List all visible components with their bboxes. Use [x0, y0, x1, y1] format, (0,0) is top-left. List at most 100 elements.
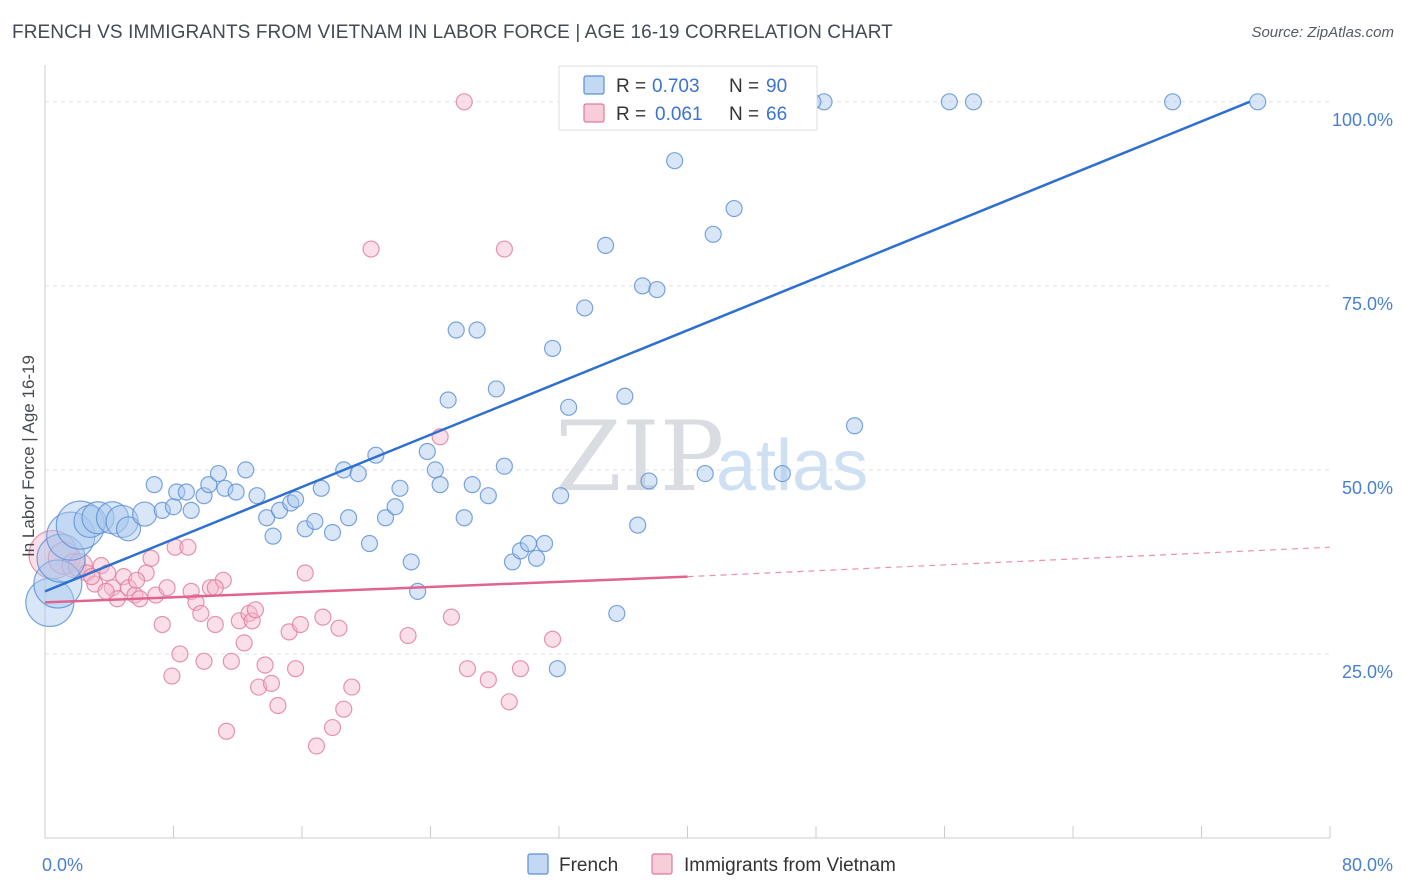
- french-point: [548, 660, 566, 678]
- french-point: [258, 509, 276, 527]
- french-point: [209, 464, 228, 483]
- vietnam-point: [543, 630, 562, 648]
- french-point: [339, 509, 358, 527]
- french-point: [323, 523, 342, 542]
- french-point: [264, 527, 282, 545]
- french-point: [248, 487, 266, 505]
- french-point: [519, 534, 538, 553]
- french-point: [349, 464, 367, 483]
- french-point: [479, 487, 497, 505]
- french-point: [145, 476, 163, 494]
- trend-lines: [44, 100, 1331, 604]
- vietnam-points: [28, 93, 562, 755]
- french-point: [216, 479, 234, 497]
- source-credit: Source: ZipAtlas.com: [1251, 24, 1394, 41]
- french-point: [286, 490, 305, 508]
- french-point: [616, 387, 634, 405]
- watermark-zip: ZIP: [555, 401, 724, 513]
- french-point: [426, 461, 444, 479]
- vietnam-point: [442, 608, 460, 626]
- french-points: [25, 93, 1267, 678]
- french-point: [237, 461, 255, 479]
- legend-r-value-french: 0.703: [652, 76, 700, 97]
- french-point: [168, 483, 186, 501]
- y-tick-label: 75.0%: [1342, 294, 1393, 314]
- french-point: [131, 501, 158, 527]
- vietnam-point: [115, 568, 133, 586]
- tick-labels: 25.0% 50.0% 75.0% 100.0% 0.0% 80.0%: [42, 110, 1393, 875]
- french-point: [487, 380, 505, 398]
- x-tick-label-max: 80.0%: [1342, 855, 1393, 875]
- vietnam-point: [246, 601, 265, 619]
- chart-title: FRENCH VS IMMIGRANTS FROM VIETNAM IN LAB…: [12, 22, 893, 43]
- legend-r-value-vietnam: 0.061: [655, 104, 703, 125]
- french-point: [964, 93, 983, 111]
- french-point: [527, 549, 546, 567]
- french-point: [696, 464, 714, 483]
- french-point: [402, 553, 420, 571]
- french-point: [115, 516, 142, 542]
- axes: [44, 65, 1331, 839]
- vietnam-point: [206, 615, 224, 634]
- vietnam-point: [163, 667, 181, 685]
- french-point: [773, 464, 791, 483]
- legend-r-label-vietnam: R =: [616, 104, 646, 125]
- french-point: [200, 476, 218, 494]
- vietnam-point: [500, 693, 518, 711]
- legend-r-label-french: R =: [616, 76, 646, 97]
- vietnam-point: [286, 660, 305, 678]
- french-point: [360, 534, 379, 553]
- french-point: [153, 501, 171, 519]
- bottom-legend-swatch-french: [527, 853, 549, 875]
- vietnam-point: [195, 652, 213, 670]
- french-point: [182, 501, 200, 519]
- watermark: ZIP atlas: [555, 401, 868, 513]
- french-point: [177, 483, 195, 501]
- vietnam-point: [243, 612, 261, 630]
- vietnam-point: [127, 571, 146, 589]
- legend-n-label-french: N =: [729, 76, 759, 97]
- french-point: [704, 225, 722, 243]
- vietnam-point: [217, 722, 236, 740]
- vietnam-point: [455, 93, 473, 111]
- legend-swatch-french: [583, 75, 605, 95]
- vietnam-point: [511, 660, 530, 678]
- vietnam-point: [235, 634, 253, 652]
- vietnam-point: [158, 579, 176, 597]
- vietnam-point: [262, 674, 281, 693]
- legend-n-label-vietnam: N =: [729, 104, 759, 125]
- french-point: [640, 472, 658, 490]
- vietnam-point: [171, 645, 189, 663]
- french-point: [495, 457, 513, 475]
- vietnam-point: [187, 593, 205, 612]
- french-point: [227, 483, 245, 501]
- french-point: [845, 417, 864, 435]
- vietnam-point: [323, 718, 342, 737]
- french-point: [463, 476, 481, 494]
- vietnam-point: [335, 700, 353, 718]
- legend-n-value-french: 90: [766, 76, 787, 97]
- french-trend-line: [44, 100, 1251, 593]
- bottom-legend-french: French: [559, 855, 618, 876]
- french-point: [455, 509, 473, 527]
- y-tick-label: 25.0%: [1342, 662, 1393, 682]
- french-point: [468, 321, 486, 339]
- vietnam-point: [153, 615, 171, 634]
- french-point: [391, 479, 409, 497]
- grid-lines: [45, 101, 1330, 655]
- vietnam-trend-extension: [687, 546, 1331, 578]
- bottom-legend: French Immigrants from Vietnam: [527, 853, 896, 876]
- x-tick-label-min: 0.0%: [42, 855, 83, 875]
- french-point: [1249, 93, 1267, 111]
- vietnam-point: [206, 579, 224, 597]
- french-point: [386, 498, 404, 516]
- vietnam-point: [479, 671, 497, 689]
- vietnam-point: [192, 604, 210, 623]
- french-point: [164, 498, 183, 516]
- french-point: [648, 280, 666, 299]
- french-point: [418, 442, 436, 461]
- french-point: [535, 534, 554, 553]
- vietnam-point: [269, 696, 287, 715]
- vietnam-point: [330, 619, 348, 637]
- y-axis-label: In Labor Force | Age 16-19: [19, 355, 38, 557]
